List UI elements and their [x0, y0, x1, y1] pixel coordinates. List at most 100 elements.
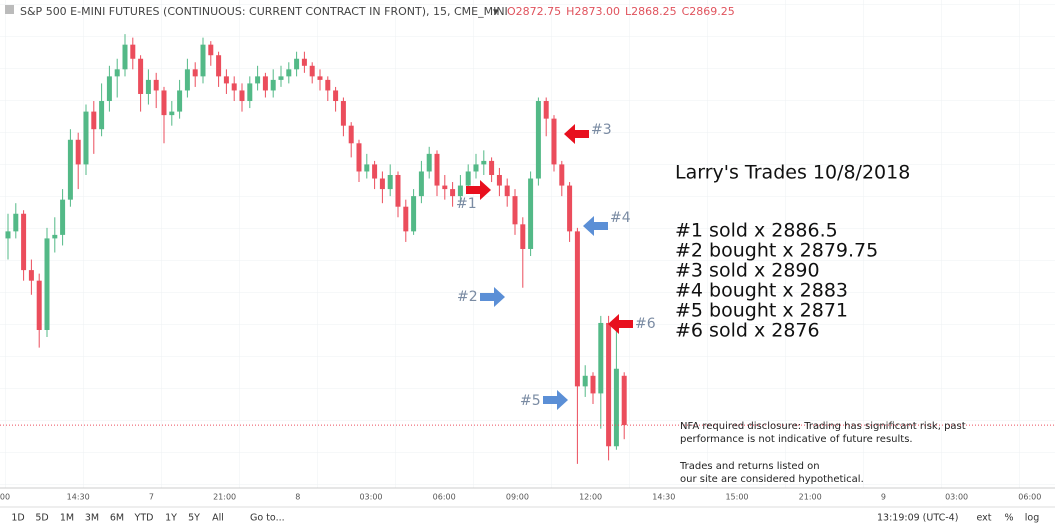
range-button[interactable]: 1Y [165, 513, 177, 524]
annotation-arrow: #5 [520, 390, 568, 410]
candle-body [106, 76, 112, 102]
header: S&P 500 E-MINI FUTURES (CONTINUOUS: CURR… [5, 5, 735, 18]
option-button[interactable]: log [1025, 513, 1039, 524]
candle-body [496, 175, 502, 186]
candle-body [114, 69, 120, 77]
ohlc-label: H [566, 5, 574, 18]
candle-body [130, 44, 136, 59]
annotation-arrow: #4 [583, 210, 631, 236]
option-button[interactable]: ext [976, 513, 991, 524]
candle-body [613, 368, 619, 447]
range-button[interactable]: All [212, 513, 224, 524]
candle-body [473, 164, 479, 172]
header-ohlc: O2872.75 H2873.00 L2868.25 C2869.25 [507, 5, 735, 18]
x-tick-label: 21:00 [799, 493, 822, 502]
candle-body [239, 90, 245, 102]
heading: Larry's Trades 10/8/2018 [675, 162, 910, 184]
option-button[interactable]: % [1004, 513, 1013, 524]
x-tick-label: 21:00 [213, 493, 236, 502]
candle-body [559, 164, 565, 186]
x-tick-label: 8 [295, 493, 300, 502]
candle-body [231, 83, 237, 91]
candle-body [567, 185, 573, 232]
candle-body [457, 185, 463, 197]
disclosure-line: performance is not indicative of future … [680, 434, 913, 445]
candle-body [395, 175, 401, 207]
x-tick-label: 06:00 [433, 493, 456, 502]
toolbar: 1D 5D 1M 3M 6M YTD 1Y 5Y All Go to... 13:19:09 (UT… [11, 513, 1039, 524]
candle-body [216, 55, 222, 77]
candle-body [333, 90, 339, 102]
candle-body [387, 175, 393, 190]
candle-body [5, 231, 11, 239]
disclosure-line: NFA required disclosure: Trading has sig… [680, 421, 966, 432]
symbol-icon [5, 5, 14, 14]
annotation-arrow: #1 [456, 180, 491, 212]
dropdown-icon[interactable]: ▾ [493, 5, 499, 18]
clock: 13:19:09 (UTC-4) [877, 513, 958, 524]
candle-body [223, 76, 229, 84]
chart-title: S&P 500 E-MINI FUTURES (CONTINUOUS: CURR… [20, 5, 508, 18]
ohlc-label: L [625, 5, 632, 18]
range-button[interactable]: 5Y [188, 513, 200, 524]
candle-body [309, 65, 315, 77]
range-button[interactable]: 3M [85, 513, 99, 524]
candle-body [200, 44, 206, 77]
candle-body [169, 111, 175, 116]
candle-body [138, 58, 144, 94]
candle-body [161, 90, 167, 116]
candle-body [340, 101, 346, 126]
annotation-label: #1 [456, 196, 477, 212]
candle-body [247, 83, 253, 102]
annotation-arrow: #3 [564, 122, 612, 144]
candle-body [504, 185, 510, 197]
candle-body [67, 139, 73, 200]
candle-body [606, 322, 612, 447]
candle-body [535, 101, 541, 179]
candle-body [325, 79, 331, 91]
disclosure-line: Trades and returns listed on [679, 461, 820, 472]
candle-body [512, 196, 518, 225]
x-tick-label: 09:00 [506, 493, 529, 502]
annotation-arrow: #2 [457, 287, 505, 307]
range-button[interactable]: 1D [11, 513, 24, 524]
trades: #1 sold x 2886.5#2 bought x 2879.75#3 so… [675, 220, 878, 342]
candle-body [21, 213, 27, 271]
ohlc-value: 2873.00 [574, 5, 620, 18]
candle-body [28, 270, 34, 281]
range-button[interactable]: 5D [35, 513, 48, 524]
range-button[interactable]: 1M [60, 513, 74, 524]
candle-body [582, 375, 588, 387]
candle-body [83, 111, 89, 165]
candle-body [301, 58, 307, 66]
candle-body [418, 171, 424, 197]
disclosure: NFA required disclosure: Trading has sig… [679, 421, 966, 485]
candle-body [403, 206, 409, 232]
candle-body [208, 44, 214, 56]
ohlc-value: 2872.75 [516, 5, 562, 18]
annotation-label: #4 [610, 210, 631, 226]
candle-body [184, 69, 190, 91]
candle-body [356, 143, 362, 172]
candle-body [270, 79, 276, 91]
candle-body [122, 44, 128, 70]
candle-body [481, 160, 487, 165]
candle-body [278, 76, 284, 80]
range-button[interactable]: 6M [110, 513, 124, 524]
candle-body [52, 234, 58, 239]
grid [0, 0, 1055, 488]
trade-line: #3 sold x 2890 [675, 260, 820, 282]
trade-line: #5 bought x 2871 [675, 300, 848, 322]
x-tick-label: 14:30 [652, 493, 675, 502]
candle-body [528, 178, 534, 249]
annotation-arrow: #6 [608, 314, 656, 334]
trade-line: #6 sold x 2876 [675, 320, 820, 342]
goto-button[interactable]: Go to... [250, 513, 285, 524]
candle-body [60, 199, 66, 235]
range-button[interactable]: YTD [134, 513, 154, 524]
candle-body [434, 153, 440, 186]
candle-body [317, 76, 323, 80]
candle-body [192, 69, 198, 77]
x-tick-label: 14:30 [67, 493, 90, 502]
candle-body [590, 375, 596, 394]
